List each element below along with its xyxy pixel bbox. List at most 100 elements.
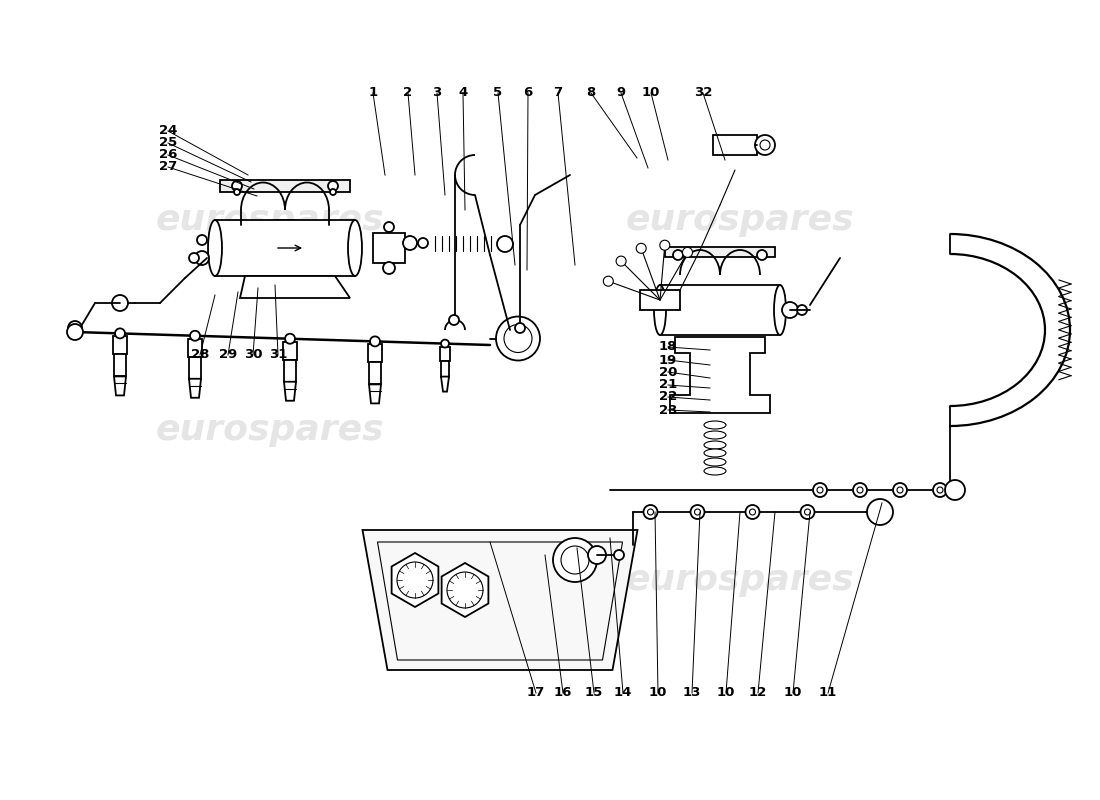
Text: 1: 1 <box>368 86 377 99</box>
Circle shape <box>857 487 864 493</box>
Text: 14: 14 <box>614 686 632 699</box>
Circle shape <box>418 238 428 248</box>
Ellipse shape <box>704 449 726 457</box>
Circle shape <box>603 276 614 286</box>
Bar <box>368 362 381 384</box>
Bar <box>114 354 126 377</box>
Circle shape <box>755 135 775 155</box>
Circle shape <box>757 250 767 260</box>
Polygon shape <box>240 276 350 298</box>
Text: 23: 23 <box>659 403 678 417</box>
Circle shape <box>893 483 907 497</box>
Circle shape <box>614 550 624 560</box>
Text: 16: 16 <box>553 686 572 699</box>
Bar <box>666 247 776 257</box>
Text: 27: 27 <box>158 161 177 174</box>
Circle shape <box>804 509 811 515</box>
Bar <box>283 342 297 360</box>
Circle shape <box>760 140 770 150</box>
Text: eurospares: eurospares <box>156 203 384 237</box>
Circle shape <box>449 315 459 325</box>
Text: 18: 18 <box>659 341 678 354</box>
Polygon shape <box>368 384 381 403</box>
Text: 12: 12 <box>749 686 767 699</box>
Text: 29: 29 <box>219 349 238 362</box>
Text: 20: 20 <box>659 366 678 378</box>
Circle shape <box>68 321 82 335</box>
Text: 25: 25 <box>158 137 177 150</box>
Circle shape <box>441 339 449 347</box>
Text: 19: 19 <box>659 354 678 366</box>
Bar <box>373 233 405 263</box>
Circle shape <box>497 236 513 252</box>
Bar <box>189 357 201 378</box>
Text: 17: 17 <box>527 686 546 699</box>
Circle shape <box>384 222 394 232</box>
Circle shape <box>504 325 532 353</box>
Circle shape <box>515 323 525 333</box>
Circle shape <box>937 487 943 493</box>
Circle shape <box>330 189 336 195</box>
Bar <box>660 285 780 335</box>
Circle shape <box>447 572 483 608</box>
Text: 6: 6 <box>524 86 532 99</box>
Polygon shape <box>114 377 126 395</box>
Text: eurospares: eurospares <box>626 563 855 597</box>
Bar <box>713 135 757 155</box>
Circle shape <box>234 189 240 195</box>
Ellipse shape <box>208 220 222 276</box>
Text: 31: 31 <box>268 349 287 362</box>
Circle shape <box>648 509 653 515</box>
Text: eurospares: eurospares <box>156 413 384 447</box>
Bar <box>284 360 296 382</box>
Ellipse shape <box>704 467 726 475</box>
Circle shape <box>553 538 597 582</box>
Text: 9: 9 <box>616 86 626 99</box>
Text: 28: 28 <box>190 349 209 362</box>
Circle shape <box>112 295 128 311</box>
Text: 13: 13 <box>683 686 701 699</box>
Ellipse shape <box>704 441 726 449</box>
Text: 24: 24 <box>158 125 177 138</box>
Polygon shape <box>363 530 638 670</box>
Text: 21: 21 <box>659 378 678 391</box>
Circle shape <box>616 256 626 266</box>
Bar <box>440 346 450 361</box>
Text: 10: 10 <box>784 686 802 699</box>
Polygon shape <box>670 337 770 413</box>
Circle shape <box>397 562 433 598</box>
Circle shape <box>67 324 82 340</box>
Circle shape <box>945 480 965 500</box>
Circle shape <box>682 247 693 258</box>
Circle shape <box>746 505 759 519</box>
Circle shape <box>798 305 807 315</box>
Text: 10: 10 <box>649 686 668 699</box>
Bar <box>441 361 449 377</box>
Polygon shape <box>392 553 439 607</box>
Circle shape <box>561 546 588 574</box>
Circle shape <box>285 334 295 344</box>
Circle shape <box>636 243 646 254</box>
Circle shape <box>197 235 207 245</box>
Circle shape <box>496 317 540 361</box>
Bar <box>113 337 127 354</box>
Text: 7: 7 <box>553 86 562 99</box>
Circle shape <box>403 236 417 250</box>
Circle shape <box>694 509 701 515</box>
Circle shape <box>644 505 658 519</box>
Circle shape <box>370 336 379 346</box>
Ellipse shape <box>774 285 786 335</box>
Circle shape <box>383 262 395 274</box>
Circle shape <box>817 487 823 493</box>
Bar <box>368 344 382 362</box>
Bar <box>188 338 202 357</box>
Circle shape <box>691 505 704 519</box>
Bar <box>640 290 680 310</box>
Circle shape <box>852 483 867 497</box>
Bar <box>220 180 350 192</box>
Polygon shape <box>441 563 488 617</box>
Circle shape <box>660 240 670 250</box>
Text: 22: 22 <box>659 390 678 403</box>
Text: eurospares: eurospares <box>626 203 855 237</box>
Circle shape <box>801 505 814 519</box>
